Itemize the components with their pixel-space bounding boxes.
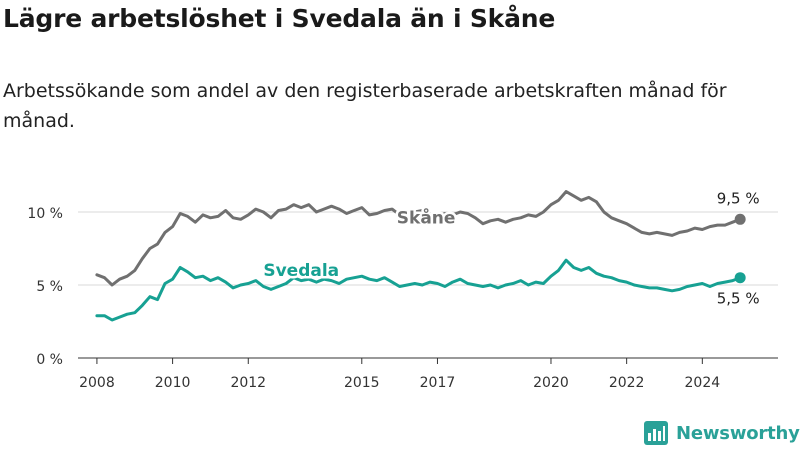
x-axis: 2008 2010 2012 2015 2017 2020 2022 2024 [78, 357, 778, 391]
y-axis-tick-labels: 0 % 5 % 10 % [27, 206, 63, 368]
end-marker-skne [734, 213, 746, 225]
x-tick-label: 2010 [155, 375, 191, 391]
series-line-svedala [95, 258, 742, 322]
end-marker-svedala [734, 272, 746, 284]
brand-name: Newsworthy [676, 422, 800, 444]
x-tick-label: 2020 [533, 375, 569, 391]
y-tick-label: 10 % [27, 206, 63, 222]
x-tick-label: 2017 [420, 375, 456, 391]
series-layer [95, 190, 746, 322]
x-tick-label: 2022 [609, 375, 645, 391]
series-label-skne: Skåne [397, 207, 456, 229]
series-labels: Skåne 9,5 % Svedala 5,5 % [261, 189, 760, 308]
series-line-skne [95, 190, 742, 287]
x-tick-label: 2008 [79, 375, 115, 391]
chart-bars-icon [644, 421, 668, 445]
end-value-label-skne: 9,5 % [717, 189, 760, 207]
newsworthy-logo: Newsworthy [644, 420, 800, 446]
y-tick-label: 5 % [36, 279, 63, 295]
x-tick-label: 2012 [230, 375, 266, 391]
y-tick-label: 0 % [36, 352, 63, 368]
chart-subtitle: Arbetssökande som andel av den registerb… [3, 80, 727, 132]
x-tick-label: 2015 [344, 375, 380, 391]
page-title: Lägre arbetslöshet i Svedala än i Skåne [3, 4, 556, 33]
end-value-label-svedala: 5,5 % [717, 290, 760, 308]
series-label-svedala: Svedala [263, 261, 339, 281]
x-tick-label: 2024 [685, 375, 721, 391]
